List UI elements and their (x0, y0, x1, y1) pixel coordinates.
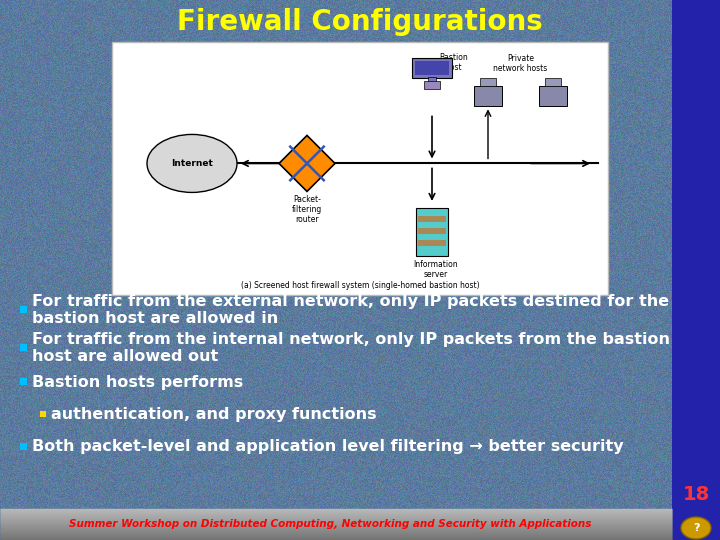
Text: Bastion hosts performs: Bastion hosts performs (32, 375, 243, 389)
Bar (415, 61, 449, 75)
Bar (418, 216, 446, 222)
Bar (418, 228, 446, 234)
Polygon shape (279, 136, 335, 192)
Text: Packet-
filtering
router: Packet- filtering router (292, 194, 322, 224)
Text: Information
server: Information server (414, 260, 459, 280)
Text: Private
network hosts: Private network hosts (493, 54, 548, 73)
Bar (416, 208, 448, 256)
Bar (20, 343, 27, 350)
Text: Firewall Configurations: Firewall Configurations (177, 8, 543, 36)
Bar (428, 77, 436, 82)
Text: Internet: Internet (171, 159, 213, 168)
Text: For traffic from the external network, only IP packets destined for the
bastion : For traffic from the external network, o… (32, 294, 669, 326)
Ellipse shape (681, 517, 711, 539)
Bar (412, 58, 452, 78)
Bar (480, 78, 496, 86)
Bar (545, 78, 561, 86)
Bar (424, 81, 440, 89)
Bar (672, 0, 720, 540)
Bar (474, 86, 502, 106)
Text: 18: 18 (683, 484, 710, 503)
Bar (20, 306, 27, 313)
Text: Summer Workshop on Distributed Computing, Networking and Security with Applicati: Summer Workshop on Distributed Computing… (69, 519, 591, 529)
Text: Bastion
host: Bastion host (440, 53, 469, 72)
Bar (112, 42, 608, 295)
Bar (418, 240, 446, 246)
Ellipse shape (147, 134, 237, 192)
Bar (20, 442, 27, 449)
Bar (539, 86, 567, 106)
Text: For traffic from the internal network, only IP packets from the bastion
host are: For traffic from the internal network, o… (32, 332, 670, 364)
Text: Both packet-level and application level filtering → better security: Both packet-level and application level … (32, 440, 624, 455)
Bar (40, 411, 46, 417)
Text: (a) Screened host firewall system (single-homed bastion host): (a) Screened host firewall system (singl… (240, 280, 480, 289)
Bar (20, 377, 27, 384)
Text: authentication, and proxy functions: authentication, and proxy functions (51, 408, 377, 422)
Text: ?: ? (693, 523, 699, 533)
